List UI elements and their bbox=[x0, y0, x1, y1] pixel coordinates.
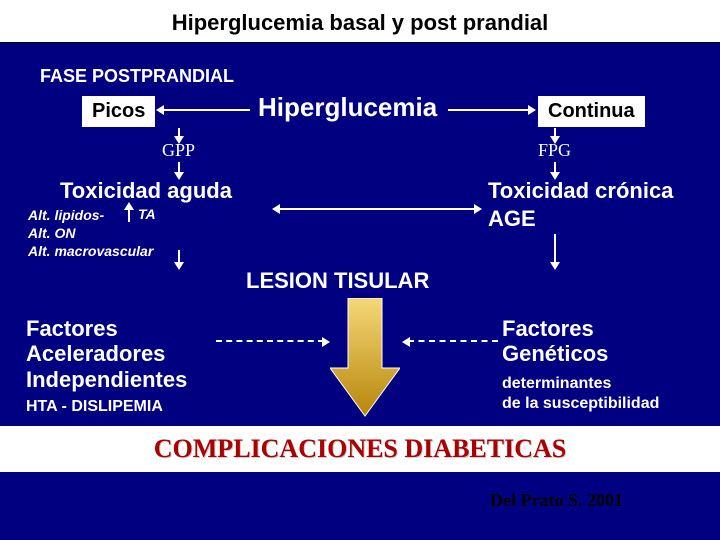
arrow-gpp-down bbox=[178, 128, 180, 138]
alt-macrovascular: Alt. macrovascular bbox=[28, 242, 153, 260]
arrow-lesion-left bbox=[178, 250, 180, 264]
title-bar: Hiperglucemia basal y post prandial bbox=[0, 0, 720, 43]
label-ta: TA bbox=[138, 206, 156, 222]
determinants: determinantes de la susceptibilidad bbox=[502, 374, 659, 414]
big-down-arrow-icon bbox=[330, 298, 400, 418]
det-2: de la susceptibilidad bbox=[502, 394, 659, 414]
box-continua: Continua bbox=[538, 96, 645, 127]
arrow-fpg-down2 bbox=[554, 162, 556, 174]
dashed-arrow-right bbox=[408, 340, 498, 342]
box-picos: Picos bbox=[82, 96, 155, 127]
label-hiperglucemia: Hiperglucemia bbox=[258, 92, 437, 123]
credit: Del Prato S. 2001 bbox=[490, 490, 623, 511]
label-age: AGE bbox=[488, 206, 536, 232]
label-toxicidad-aguda: Toxicidad aguda bbox=[60, 178, 232, 204]
factors-right: Factores Genéticos bbox=[502, 316, 608, 367]
label-toxicidad-cronica: Toxicidad crónica bbox=[488, 178, 673, 204]
dashed-arrow-left bbox=[216, 340, 324, 342]
arrow-lesion-right bbox=[554, 234, 556, 264]
fact-right-1: Factores bbox=[502, 316, 608, 341]
fact-right-2: Genéticos bbox=[502, 341, 608, 366]
page-title: Hiperglucemia basal y post prandial bbox=[0, 10, 720, 36]
arrow-picos bbox=[162, 109, 250, 111]
arrow-gpp-down2 bbox=[178, 162, 180, 174]
fact-left-1: Factores bbox=[26, 316, 187, 341]
arrow-ta-up bbox=[128, 208, 130, 222]
fact-left-3: Independientes bbox=[26, 367, 187, 392]
arrow-fpg-down bbox=[554, 128, 556, 138]
phase-subtitle: FASE POSTPRANDIAL bbox=[40, 66, 234, 87]
det-1: determinantes bbox=[502, 374, 659, 394]
label-complicaciones: COMPLICACIONES DIABETICAS bbox=[154, 434, 566, 463]
bottom-bar: COMPLICACIONES DIABETICAS bbox=[0, 426, 720, 472]
alt-on: Alt. ON bbox=[28, 224, 153, 242]
factors-left: Factores Aceleradores Independientes bbox=[26, 316, 187, 392]
arrow-continua bbox=[448, 109, 530, 111]
fact-left-2: Aceleradores bbox=[26, 341, 187, 366]
arrow-toxicidad-both bbox=[278, 208, 476, 210]
alt-lipidos: Alt. lipidos- bbox=[28, 206, 153, 224]
alt-list: Alt. lipidos- Alt. ON Alt. macrovascular bbox=[28, 206, 153, 261]
label-hta: HTA - DISLIPEMIA bbox=[26, 398, 163, 416]
label-lesion: LESION TISULAR bbox=[246, 268, 429, 294]
